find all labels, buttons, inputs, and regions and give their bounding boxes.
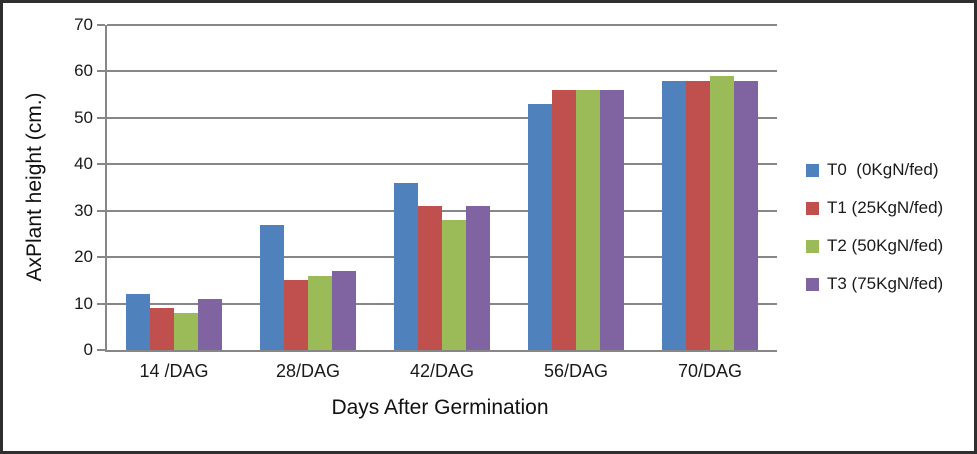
bar-t3-56/DAG <box>600 90 624 350</box>
y-axis-title: AxPlant height (cm.) <box>23 92 46 282</box>
y-axis-tick-40 <box>97 163 105 166</box>
legend-label: T1 (25KgN/fed) <box>827 198 944 217</box>
y-tick-label-40: 40 <box>74 154 93 174</box>
gridline-y-50 <box>107 116 777 119</box>
legend-item-t1: T1 (25KgN/fed) <box>806 197 943 219</box>
y-tick-label-60: 60 <box>74 61 93 81</box>
y-tick-label-50: 50 <box>74 107 93 127</box>
x-category-label-3: 42/DAG <box>409 361 475 381</box>
legend-swatch-icon <box>806 201 819 215</box>
bar-t0-28/DAG <box>260 224 284 350</box>
y-tick-label-20: 20 <box>74 247 93 267</box>
gridline-y-70 <box>107 24 777 26</box>
bar-t2-42/DAG <box>442 220 466 350</box>
y-tick-label-30: 30 <box>74 200 93 220</box>
y-axis-tick-20 <box>97 256 105 259</box>
bar-t3-14/DAG <box>198 298 222 350</box>
bar-t1-14/DAG <box>150 308 174 350</box>
gridline-y-60 <box>107 70 777 73</box>
bar-t1-70/DAG <box>686 80 710 350</box>
x-category-label-2: 28/DAG <box>275 361 341 381</box>
legend-swatch-icon <box>806 163 819 177</box>
bar-t0-56/DAG <box>528 103 552 350</box>
y-axis-tick-50 <box>97 116 105 119</box>
bar-t3-70/DAG <box>734 80 758 350</box>
x-category-label-1: 14 /DAG <box>139 361 209 381</box>
gridline-y-40 <box>107 163 777 166</box>
y-axis-tick-30 <box>97 209 105 212</box>
legend-swatch-icon <box>806 239 819 253</box>
legend-label: T2 (50KgN/fed) <box>827 236 944 255</box>
y-tick-label-10: 10 <box>74 293 93 313</box>
bar-t2-70/DAG <box>710 76 734 350</box>
legend-label: T0 (0KgN/fed) <box>827 160 939 179</box>
bar-t0-14/DAG <box>126 294 150 350</box>
legend: T0 (0KgN/fed) T1 (25KgN/fed) T2 (50KgN/fed… <box>806 159 943 311</box>
x-category-label-5: 70/DAG <box>677 361 743 381</box>
plot-area: 0 10 20 30 40 50 60 70 14 /DAG 28/DAG 42/DAG 56/DAG… <box>74 15 777 381</box>
y-axis-tick-70 <box>97 24 105 26</box>
bar-t1-42/DAG <box>418 206 442 350</box>
gridline-y-30 <box>107 209 777 212</box>
legend-swatch-icon <box>806 277 819 291</box>
legend-item-t2: T2 (50KgN/fed) <box>806 235 943 257</box>
bar-t3-28/DAG <box>332 271 356 350</box>
y-axis-tick-0 <box>97 349 105 351</box>
y-axis-tick-60 <box>97 70 105 73</box>
bar-t0-70/DAG <box>662 80 686 350</box>
bar-t2-14/DAG <box>174 312 198 350</box>
bar-t3-42/DAG <box>466 206 490 350</box>
bar-t2-28/DAG <box>308 275 332 350</box>
x-axis-title: Days After Germination <box>331 396 549 419</box>
legend-label: T3 (75KgN/fed) <box>827 274 944 293</box>
bar-t2-56/DAG <box>576 90 600 350</box>
x-category-label-4: 56/DAG <box>543 361 609 381</box>
legend-item-t3: T3 (75KgN/fed) <box>806 273 943 295</box>
bar-t1-56/DAG <box>552 90 576 350</box>
bar-t1-28/DAG <box>284 280 308 350</box>
y-axis-tick-10 <box>97 302 105 305</box>
y-tick-label-0: 0 <box>83 340 93 359</box>
bar-t0-42/DAG <box>394 182 418 350</box>
legend-item-t0: T0 (0KgN/fed) <box>806 159 943 181</box>
y-tick-label-70: 70 <box>74 15 93 34</box>
